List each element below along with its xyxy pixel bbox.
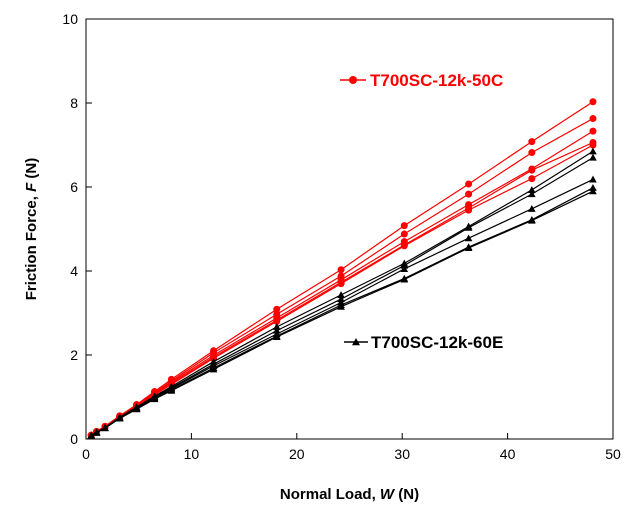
data-point [464,223,473,231]
data-point [465,190,473,198]
data-point [150,395,159,403]
data-point [528,166,536,174]
y-tick-label: 6 [70,179,78,195]
y-tick-label: 8 [70,95,78,111]
data-point [589,98,597,106]
data-point [589,141,597,149]
data-point [400,222,408,230]
data-point [528,205,536,212]
x-axis-title-symbol: W [380,486,396,503]
data-point [400,230,408,238]
data-point [209,365,218,373]
legend-60e-marker [352,338,360,346]
x-tick-label: 50 [605,446,621,462]
x-tick-label: 40 [500,446,516,462]
data-point [87,431,96,439]
data-point [101,424,109,432]
data-point [273,317,281,325]
x-axis-title-prefix: Normal Load, [280,486,380,503]
data-point [589,187,597,195]
series-line [91,190,594,437]
data-point [272,333,281,340]
data-point [273,305,281,313]
x-axis-ticks: 0 10 20 30 40 50 [82,433,621,462]
data-point [115,414,124,422]
legend-50c-marker [349,76,357,84]
data-point [528,186,536,193]
data-point [272,323,281,330]
y-tick-label: 2 [70,347,78,363]
data-point [465,206,473,214]
data-point [167,386,176,394]
legend-50c-label: T700SC-12k-50C [370,71,503,90]
data-point [92,428,101,436]
data-point [464,244,473,251]
plot-area [85,18,614,440]
data-point [337,291,345,298]
data-point [589,127,597,135]
y-tick-label: 4 [70,263,78,279]
data-point [589,147,597,155]
data-point [337,280,345,288]
legend-item-60e: T700SC-12k-60E [344,333,503,352]
x-axis-title-suffix: (N) [394,486,419,503]
data-point [337,302,345,310]
data-point [528,149,536,157]
data-point [589,175,597,183]
data-point [465,180,473,188]
data-point [589,153,597,161]
y-axis-ticks: 0 2 4 6 8 10 [62,11,92,447]
data-point [132,405,141,413]
y-axis-title-prefix: Friction Force, [23,192,40,300]
data-point [337,266,345,274]
data-point [589,115,597,123]
series-10 [87,187,597,439]
data-point [528,138,536,146]
data-point [464,234,473,242]
x-axis-title: Normal Load, W (N) [280,486,419,503]
x-tick-label: 20 [289,446,305,462]
plot-frame [85,18,614,440]
legend-item-50c: T700SC-12k-50C [340,71,503,90]
y-axis-title-symbol: F [23,182,40,192]
y-axis-title: Friction Force, F (N) [23,158,40,301]
data-point [400,275,409,283]
y-tick-label: 10 [62,11,78,27]
legend-60e-label: T700SC-12k-60E [371,333,503,352]
data-point [528,175,536,183]
data-point [528,216,536,224]
data-point [528,190,536,198]
data-point [400,265,409,272]
x-tick-label: 30 [394,446,410,462]
x-tick-label: 10 [184,446,200,462]
y-axis-title-suffix: (N) [23,158,40,183]
data-point [400,242,408,250]
series-layer [87,98,597,439]
y-tick-label: 0 [70,431,78,447]
x-tick-label: 0 [82,446,90,462]
